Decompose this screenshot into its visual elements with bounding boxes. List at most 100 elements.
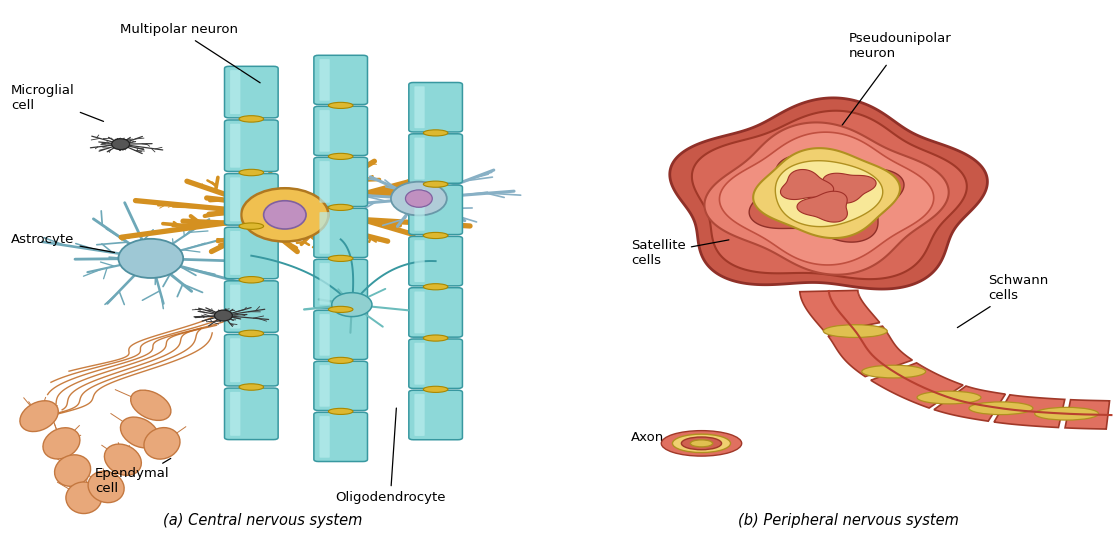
- Text: Axon: Axon: [631, 431, 696, 444]
- Ellipse shape: [239, 169, 264, 176]
- Text: Ependymal
cell: Ependymal cell: [95, 459, 171, 496]
- FancyBboxPatch shape: [319, 365, 330, 407]
- FancyBboxPatch shape: [319, 212, 330, 254]
- Ellipse shape: [121, 417, 159, 448]
- FancyBboxPatch shape: [414, 138, 424, 180]
- Polygon shape: [882, 326, 890, 338]
- Ellipse shape: [405, 190, 432, 207]
- FancyBboxPatch shape: [314, 310, 367, 360]
- Ellipse shape: [423, 283, 448, 290]
- FancyBboxPatch shape: [414, 394, 424, 436]
- FancyBboxPatch shape: [319, 110, 330, 152]
- Polygon shape: [858, 290, 860, 299]
- FancyBboxPatch shape: [409, 237, 462, 286]
- Ellipse shape: [968, 402, 1033, 415]
- Polygon shape: [917, 363, 933, 372]
- FancyBboxPatch shape: [414, 292, 424, 333]
- Ellipse shape: [20, 401, 58, 431]
- FancyBboxPatch shape: [230, 177, 240, 221]
- Ellipse shape: [55, 455, 90, 486]
- Polygon shape: [828, 326, 913, 376]
- Ellipse shape: [423, 386, 448, 392]
- Ellipse shape: [239, 223, 264, 230]
- FancyBboxPatch shape: [230, 123, 240, 168]
- FancyBboxPatch shape: [409, 83, 462, 132]
- FancyBboxPatch shape: [314, 208, 367, 257]
- Ellipse shape: [328, 205, 353, 211]
- Text: Multipolar neuron: Multipolar neuron: [120, 23, 260, 83]
- Polygon shape: [871, 363, 963, 408]
- FancyBboxPatch shape: [414, 189, 424, 231]
- FancyBboxPatch shape: [319, 161, 330, 203]
- FancyBboxPatch shape: [225, 227, 278, 279]
- FancyBboxPatch shape: [409, 288, 462, 337]
- Polygon shape: [815, 169, 904, 221]
- Ellipse shape: [823, 325, 887, 337]
- FancyBboxPatch shape: [230, 338, 240, 382]
- Ellipse shape: [332, 293, 372, 317]
- FancyBboxPatch shape: [314, 259, 367, 308]
- Ellipse shape: [391, 182, 447, 215]
- Polygon shape: [775, 155, 860, 210]
- FancyBboxPatch shape: [314, 412, 367, 461]
- Text: Oligodendrocyte: Oligodendrocyte: [335, 408, 446, 504]
- Ellipse shape: [681, 437, 722, 450]
- Ellipse shape: [328, 357, 353, 363]
- Polygon shape: [775, 160, 882, 227]
- Ellipse shape: [690, 440, 713, 447]
- Ellipse shape: [328, 306, 353, 312]
- Polygon shape: [719, 132, 934, 265]
- FancyBboxPatch shape: [409, 339, 462, 388]
- Ellipse shape: [328, 153, 353, 159]
- Ellipse shape: [241, 188, 328, 242]
- Text: Astrocyte: Astrocyte: [11, 233, 115, 252]
- FancyBboxPatch shape: [414, 240, 424, 282]
- FancyBboxPatch shape: [230, 231, 240, 275]
- FancyBboxPatch shape: [409, 390, 462, 440]
- Text: Schwann
cells: Schwann cells: [957, 274, 1049, 327]
- Ellipse shape: [42, 428, 80, 459]
- FancyBboxPatch shape: [230, 392, 240, 436]
- Ellipse shape: [328, 409, 353, 415]
- Ellipse shape: [66, 482, 102, 514]
- Ellipse shape: [239, 384, 264, 390]
- Text: Satellite
cells: Satellite cells: [631, 239, 729, 267]
- Ellipse shape: [214, 310, 232, 321]
- Polygon shape: [934, 386, 1005, 421]
- Ellipse shape: [672, 434, 731, 453]
- FancyBboxPatch shape: [225, 388, 278, 440]
- Polygon shape: [966, 386, 976, 389]
- Ellipse shape: [1034, 407, 1098, 420]
- Ellipse shape: [239, 330, 264, 337]
- FancyBboxPatch shape: [225, 120, 278, 171]
- Ellipse shape: [88, 471, 124, 503]
- FancyBboxPatch shape: [314, 55, 367, 104]
- Ellipse shape: [423, 232, 448, 239]
- FancyBboxPatch shape: [225, 335, 278, 386]
- FancyBboxPatch shape: [409, 134, 462, 183]
- Ellipse shape: [104, 444, 142, 475]
- FancyBboxPatch shape: [230, 70, 240, 114]
- Polygon shape: [781, 170, 833, 200]
- Polygon shape: [705, 122, 948, 275]
- FancyBboxPatch shape: [409, 185, 462, 234]
- Text: (a) Central nervous system: (a) Central nervous system: [163, 512, 362, 528]
- FancyBboxPatch shape: [225, 281, 278, 332]
- Ellipse shape: [862, 365, 926, 378]
- FancyBboxPatch shape: [414, 343, 424, 385]
- Text: Microglial
cell: Microglial cell: [11, 84, 104, 121]
- FancyBboxPatch shape: [225, 66, 278, 118]
- Ellipse shape: [328, 102, 353, 108]
- Polygon shape: [823, 173, 876, 203]
- FancyBboxPatch shape: [414, 86, 424, 128]
- Polygon shape: [798, 191, 848, 222]
- FancyBboxPatch shape: [319, 314, 330, 356]
- Ellipse shape: [118, 239, 183, 278]
- FancyBboxPatch shape: [319, 416, 330, 458]
- FancyBboxPatch shape: [314, 361, 367, 411]
- Ellipse shape: [661, 431, 742, 456]
- Polygon shape: [994, 395, 1065, 428]
- Ellipse shape: [328, 255, 353, 262]
- Ellipse shape: [423, 335, 448, 341]
- Ellipse shape: [239, 276, 264, 283]
